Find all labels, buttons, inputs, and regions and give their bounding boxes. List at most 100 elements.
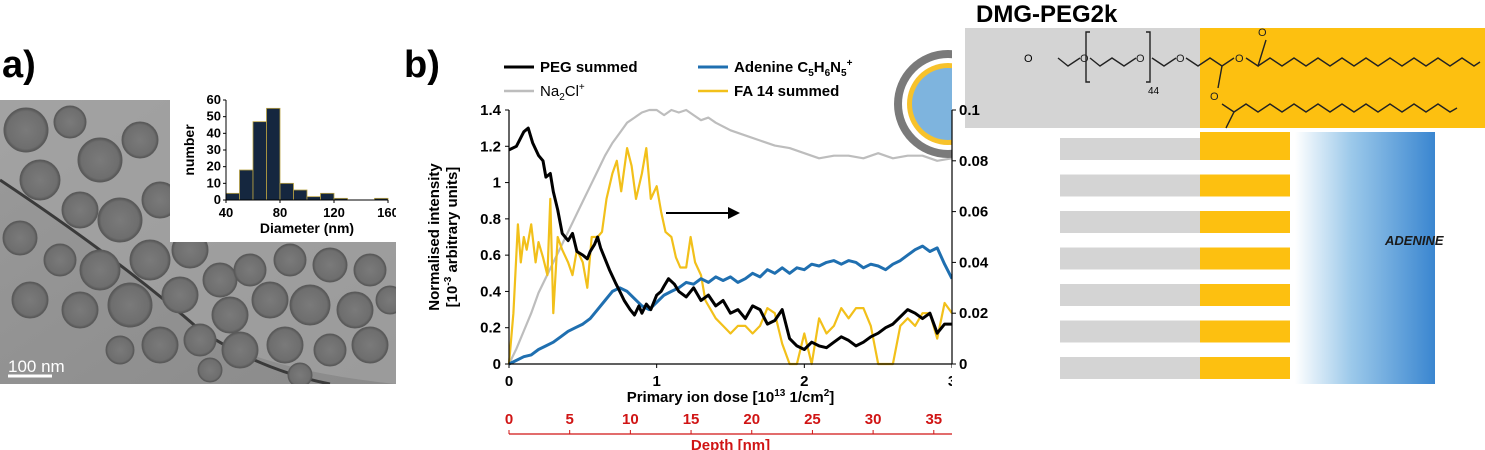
- depth-tick-label: 25: [804, 411, 821, 428]
- histogram-bar: [252, 121, 267, 201]
- bilayer-peg-block: [1060, 357, 1200, 379]
- vesicle: [61, 291, 99, 329]
- bilayer-peg-block: [1060, 174, 1200, 197]
- bilayer-peg-block: [1060, 247, 1200, 270]
- histogram-bar: [293, 189, 308, 201]
- bilayer-gap: [1200, 233, 1290, 248]
- panel-a-label: a): [2, 44, 36, 86]
- histogram-x-tick-label: 120: [323, 205, 345, 220]
- histogram-y-tick-label: 40: [207, 125, 221, 140]
- methoxy-o: O: [1024, 53, 1033, 65]
- right-y-tick-label: 0.06: [959, 204, 988, 221]
- adenine-label: ADENINE: [1384, 233, 1444, 248]
- vesicle: [61, 191, 99, 229]
- depth-tick-label: 35: [925, 411, 942, 428]
- vesicle: [161, 276, 199, 314]
- y-axis-label-line2: [10-3 arbitrary units]: [443, 167, 461, 308]
- histogram-y-tick-label: 60: [207, 92, 221, 107]
- vesicle: [53, 105, 87, 139]
- right-y-tick-label: 0.08: [959, 153, 988, 170]
- left-y-tick-label: 1: [493, 175, 501, 192]
- x-tick-label: 0: [505, 373, 513, 390]
- histogram-x-tick-label: 40: [219, 205, 233, 220]
- vesicle: [289, 284, 331, 326]
- histogram-y-tick-label: 10: [207, 175, 221, 190]
- vesicle: [19, 159, 61, 201]
- left-y-tick-label: 1.2: [480, 138, 501, 155]
- vesicle: [211, 296, 249, 334]
- bilayer-peg-block: [1060, 138, 1200, 160]
- bilayer-peg-block: [1060, 211, 1200, 233]
- legend-fa14-summed: FA 14 summed: [734, 83, 839, 100]
- vesicle: [251, 281, 289, 319]
- vesicle: [105, 335, 135, 365]
- vesicle: [107, 282, 153, 328]
- vesicle: [11, 281, 49, 319]
- histogram-x-tick-label: 80: [273, 205, 287, 220]
- vesicle: [221, 331, 259, 369]
- histogram-bar: [320, 192, 335, 201]
- right-y-tick-label: 0.1: [959, 102, 980, 119]
- bilayer-gap: [1200, 196, 1290, 211]
- series-line-1: [508, 108, 953, 365]
- vesicle: [336, 291, 374, 329]
- vesicle: [97, 197, 143, 243]
- right-y-tick-label: 0.02: [959, 305, 988, 322]
- histogram-y-tick-label: 50: [207, 109, 221, 124]
- svg-text:O: O: [1136, 53, 1145, 65]
- vesicle: [375, 285, 396, 315]
- bilayer-gap: [1200, 160, 1290, 175]
- vesicle: [353, 253, 387, 287]
- legend-adenine: Adenine C5H6N5+: [734, 58, 853, 79]
- histogram-x-axis-label: Diameter (nm): [260, 220, 354, 236]
- x-tick-label: 2: [800, 373, 808, 390]
- depth-tick-label: 30: [865, 411, 882, 428]
- bilayer-gap: [1200, 306, 1290, 321]
- depth-tick-label: 5: [566, 411, 574, 428]
- left-y-tick-label: 1.4: [480, 102, 502, 119]
- y-axis-label-line1: Normalised intensity: [426, 163, 443, 311]
- right-y-axis-labels: 0 0.02 0.04 0.06 0.08 0.1: [952, 102, 989, 373]
- histogram-y-axis-label: number: [181, 124, 197, 176]
- depth-tick-label: 0: [505, 411, 513, 428]
- bilayer-gap: [1200, 342, 1290, 357]
- vesicle: [197, 357, 223, 383]
- bilayer-gap: [1200, 269, 1290, 284]
- depth-tick-label: 15: [683, 411, 700, 428]
- vesicle: [121, 121, 159, 159]
- lipid-region-header: [1200, 28, 1485, 128]
- molecular-structure: O O O O O O: [1057, 27, 1481, 129]
- vesicle: [77, 137, 123, 183]
- legend-peg-summed: PEG summed: [540, 59, 638, 76]
- right-y-tick-label: 0: [959, 356, 967, 373]
- left-y-tick-label: 0: [493, 356, 501, 373]
- right-y-tick-label: 0.04: [959, 254, 989, 271]
- legend-na2cl: Na2Cl+: [540, 82, 585, 103]
- histogram-inset-background: [170, 100, 396, 242]
- histogram-y-tick-label: 0: [214, 192, 221, 207]
- left-y-tick-label: 0.6: [480, 247, 501, 264]
- bilayer-gap: [1200, 379, 1290, 394]
- vesicle: [351, 326, 389, 364]
- vesicle: [43, 243, 77, 277]
- vesicle: [129, 239, 171, 281]
- left-y-tick-label: 0.4: [480, 283, 502, 300]
- right-axis-arrowhead: [728, 207, 740, 219]
- vesicle: [141, 326, 179, 364]
- depth-tick-label: 10: [622, 411, 639, 428]
- x-tick-label: 1: [652, 373, 660, 390]
- scale-bar-label: 100 nm: [8, 357, 65, 376]
- series-line-3: [507, 146, 953, 366]
- svg-text:O: O: [1176, 53, 1185, 65]
- svg-text:O: O: [1080, 53, 1089, 65]
- vesicle: [79, 249, 121, 291]
- bilayer-peg-block: [1060, 320, 1200, 343]
- vesicle: [273, 243, 307, 277]
- series-line-0: [508, 126, 952, 351]
- depth-tick-label: 20: [743, 411, 760, 428]
- histogram-x-tick-label: 160: [377, 205, 396, 220]
- tem-image: 100 nm: [0, 100, 396, 384]
- histogram-y-tick-label: 30: [207, 142, 221, 157]
- vesicle: [2, 220, 38, 256]
